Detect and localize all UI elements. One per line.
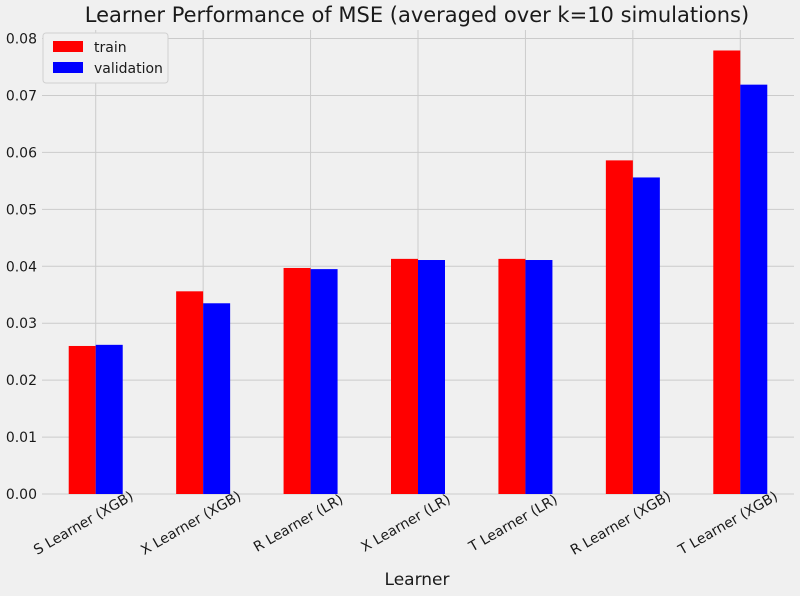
bar-validation <box>740 84 768 494</box>
bar-validation <box>310 269 338 494</box>
y-tick-label: 0.02 <box>6 373 37 389</box>
bar-validation <box>203 303 231 494</box>
y-tick-label: 0.05 <box>6 202 37 218</box>
bar-validation <box>525 260 553 494</box>
bar-train <box>605 160 633 494</box>
y-tick-label: 0.07 <box>6 88 37 104</box>
legend-swatch-train <box>53 41 83 52</box>
legend: train validation <box>42 32 169 84</box>
bars <box>68 50 768 495</box>
y-tick-label: 0.08 <box>6 32 37 48</box>
y-tick-label: 0.06 <box>6 145 37 161</box>
bar-validation <box>95 344 123 494</box>
bar-train <box>498 258 526 494</box>
y-axis-ticks: 0.00 0.01 0.02 0.03 0.04 0.05 0.06 0.07 0.08 <box>6 32 37 503</box>
bar-train <box>391 258 418 494</box>
bar-validation <box>632 177 660 495</box>
chart-title: Learner Performance of MSE (averaged ove… <box>85 3 749 27</box>
legend-swatch-validation <box>53 62 83 73</box>
legend-label-train: train <box>94 40 127 56</box>
bar-validation <box>418 260 445 494</box>
bar-train <box>713 50 741 495</box>
x-axis-label: Learner <box>385 570 450 590</box>
y-tick-label: 0.03 <box>6 316 37 332</box>
bar-train <box>283 267 311 494</box>
bar-train <box>176 291 204 494</box>
y-tick-label: 0.01 <box>6 430 37 446</box>
legend-label-validation: validation <box>94 61 163 77</box>
y-tick-label: 0.04 <box>6 259 37 275</box>
y-tick-label: 0.00 <box>6 487 37 503</box>
bar-train <box>68 345 96 494</box>
